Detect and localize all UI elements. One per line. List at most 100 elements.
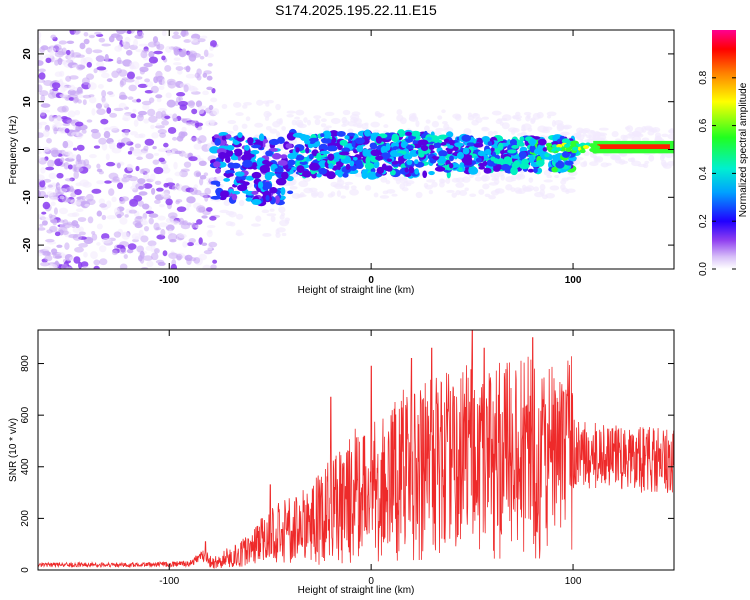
heatmap-cell xyxy=(396,109,403,116)
x-tick-label: 0 xyxy=(368,576,374,587)
heatmap-cell xyxy=(275,232,281,239)
heatmap-cell xyxy=(215,182,221,187)
heatmap-cell xyxy=(104,180,112,184)
heatmap-cell xyxy=(518,142,525,147)
heatmap-cell xyxy=(587,138,593,143)
heatmap-cell xyxy=(209,184,219,190)
heatmap-cell xyxy=(251,171,262,179)
heatmap-cell xyxy=(38,227,46,231)
heatmap-cell xyxy=(134,79,140,86)
heatmap-cell xyxy=(59,188,68,193)
heatmap-cell xyxy=(153,222,160,231)
heatmap-cell xyxy=(527,168,535,173)
heatmap-cell xyxy=(564,160,574,166)
heatmap-cell xyxy=(68,185,74,191)
heatmap-cell xyxy=(68,97,75,101)
heatmap-cell xyxy=(83,38,90,45)
heatmap-cell xyxy=(161,110,167,118)
heatmap-cell xyxy=(287,190,294,195)
heatmap-cell xyxy=(345,163,351,171)
heatmap-cell xyxy=(420,144,429,152)
heatmap-cell xyxy=(51,149,59,158)
heatmap-cell xyxy=(533,167,538,174)
heatmap-cell xyxy=(309,137,319,143)
heatmap-cell xyxy=(428,189,434,195)
heatmap-cell xyxy=(428,144,435,151)
heatmap-cell xyxy=(666,161,674,166)
heatmap-cell xyxy=(458,167,463,172)
heatmap-cell xyxy=(383,124,389,129)
heatmap-cell xyxy=(99,245,107,253)
heatmap-cell xyxy=(583,145,590,150)
heatmap-cell xyxy=(145,245,153,251)
heatmap-cell xyxy=(435,142,442,149)
heatmap-cell xyxy=(173,161,178,170)
heatmap-cell xyxy=(62,222,72,229)
heatmap-cell xyxy=(546,146,553,151)
heatmap-cell xyxy=(518,173,524,178)
heatmap-cell xyxy=(443,123,450,131)
heatmap-cell xyxy=(352,156,358,161)
heatmap-cell xyxy=(133,38,139,47)
heatmap-cell xyxy=(446,189,455,193)
heatmap-cell xyxy=(97,84,104,89)
heatmap-cell xyxy=(250,223,261,227)
heatmap-cell xyxy=(232,101,242,108)
heatmap-cell xyxy=(153,166,164,175)
heatmap-cell xyxy=(180,131,188,137)
snr-panel: -100 0 100 0 200 400 600 800 Height of straight… xyxy=(8,329,675,596)
spectrogram-ylabel: Frequency (Hz) xyxy=(8,116,19,185)
heatmap-cell xyxy=(119,80,124,88)
heatmap-cell xyxy=(263,181,272,190)
heatmap-cell xyxy=(89,96,97,104)
heatmap-cell xyxy=(59,93,69,98)
heatmap-cell xyxy=(119,217,128,225)
heatmap-cell xyxy=(154,180,162,185)
heatmap-cell xyxy=(167,127,177,134)
heatmap-cell xyxy=(456,151,465,160)
heatmap-cell xyxy=(353,117,362,125)
heatmap-cell xyxy=(318,167,328,175)
heatmap-cell xyxy=(207,62,213,67)
heatmap-cell xyxy=(185,65,191,73)
heatmap-cell xyxy=(151,132,159,139)
y-tick-label: 600 xyxy=(20,406,31,423)
heatmap-cell xyxy=(121,40,126,46)
heatmap-cell xyxy=(47,92,56,99)
heatmap-cell xyxy=(512,114,523,120)
heatmap-cell xyxy=(132,148,141,154)
heatmap-cell xyxy=(171,34,182,40)
heatmap-cell xyxy=(366,171,378,180)
colorbar: 0.0 0.2 0.4 0.6 0.8 Normalized spectral ampl… xyxy=(698,30,749,276)
heatmap-cell xyxy=(426,136,432,141)
heatmap-cell xyxy=(644,160,650,165)
heatmap-cell xyxy=(148,217,154,225)
heatmap-cell xyxy=(161,78,166,86)
heatmap-cell xyxy=(219,209,230,214)
heatmap-cell xyxy=(38,60,44,66)
heatmap-cell xyxy=(266,213,277,217)
heatmap-cell xyxy=(162,250,168,257)
heatmap-cell xyxy=(223,177,231,182)
heatmap-cell xyxy=(167,233,178,242)
heatmap-cell xyxy=(54,231,61,237)
heatmap-cell xyxy=(87,82,97,90)
heatmap-cell xyxy=(271,152,282,160)
heatmap-cell xyxy=(187,100,195,108)
heatmap-cell xyxy=(48,264,58,269)
heatmap-cell xyxy=(166,150,175,155)
heatmap-cell xyxy=(579,149,586,154)
heatmap-cell xyxy=(346,132,356,137)
heatmap-cell xyxy=(133,119,139,127)
heatmap-cell xyxy=(385,142,391,151)
heatmap-cell xyxy=(454,142,464,147)
heatmap-cell xyxy=(448,163,454,169)
heatmap-cell xyxy=(137,114,144,122)
heatmap-cell xyxy=(87,216,94,224)
heatmap-cell xyxy=(142,255,153,261)
heatmap-cell xyxy=(630,157,636,163)
heatmap-cell xyxy=(448,139,455,145)
heatmap-cell xyxy=(434,166,446,172)
heatmap-cell xyxy=(208,241,218,248)
